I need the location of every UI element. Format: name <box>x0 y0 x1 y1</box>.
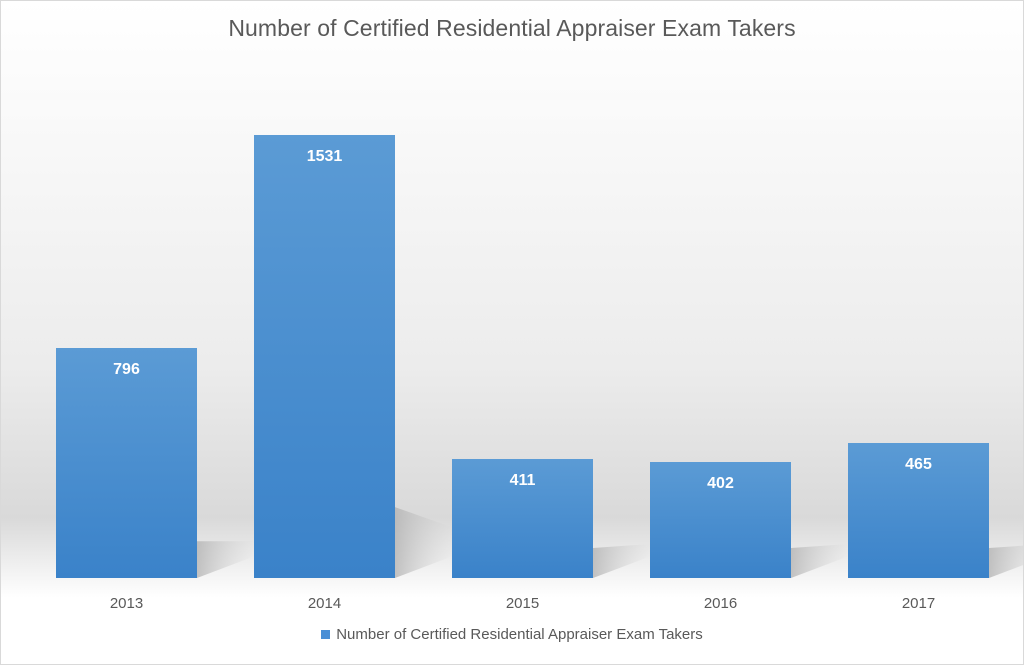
legend-label: Number of Certified Residential Appraise… <box>336 626 703 643</box>
data-label-2017: 465 <box>905 456 932 473</box>
x-tick-2016: 2016 <box>704 595 737 612</box>
x-tick-2015: 2015 <box>506 595 539 612</box>
chart-title: Number of Certified Residential Appraise… <box>228 15 796 41</box>
bar-2016 <box>650 462 791 578</box>
bar-2015 <box>452 459 593 578</box>
data-label-2016: 402 <box>707 475 734 492</box>
x-tick-2017: 2017 <box>902 595 935 612</box>
x-tick-2013: 2013 <box>110 595 143 612</box>
data-label-2013: 796 <box>113 361 140 378</box>
bar-shadow-2013 <box>197 541 255 578</box>
legend-swatch <box>321 630 331 639</box>
bar-shadow-2016 <box>791 544 849 578</box>
bar-2017 <box>848 443 989 578</box>
value-labels: 796 1531 411 402 465 <box>113 148 932 492</box>
bar-shadow-2017 <box>989 545 1023 578</box>
data-label-2014: 1531 <box>307 148 343 165</box>
bar-2014 <box>254 135 395 578</box>
x-tick-2014: 2014 <box>308 595 341 612</box>
bar-shadow-2014 <box>395 507 453 578</box>
x-axis-ticks: 2013 2014 2015 2016 2017 <box>110 595 935 612</box>
bar-2013 <box>56 348 197 578</box>
legend: Number of Certified Residential Appraise… <box>1 626 1023 643</box>
bars <box>56 135 989 578</box>
bar-shadows <box>197 507 1023 578</box>
bar-shadow-2015 <box>593 544 651 578</box>
data-label-2015: 411 <box>510 472 536 489</box>
